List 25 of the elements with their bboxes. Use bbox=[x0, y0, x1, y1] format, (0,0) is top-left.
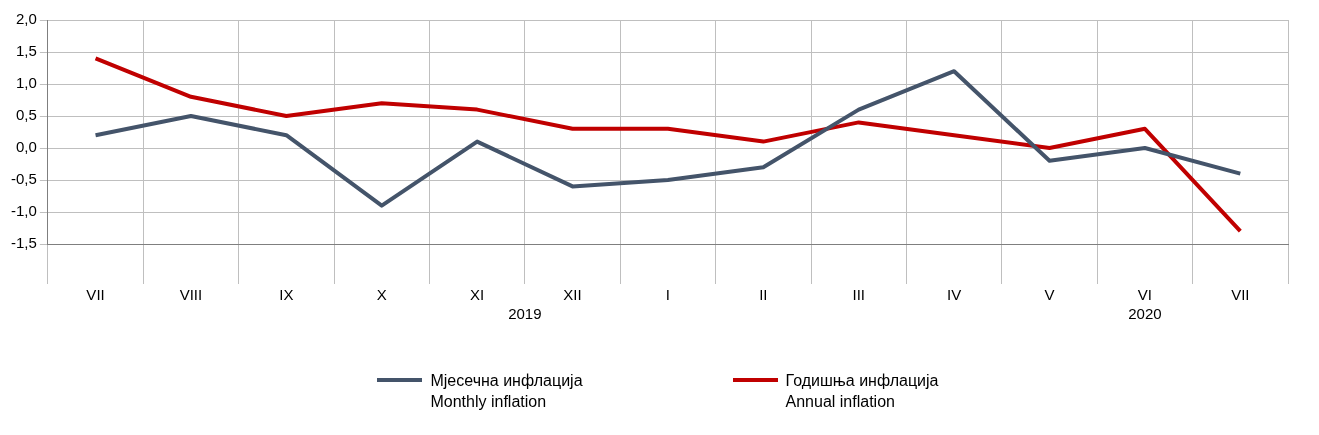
x-tick-label: III bbox=[852, 286, 865, 304]
x-tick-label: VII bbox=[86, 286, 105, 304]
legend-label: Мјесечна инфлација Monthly inflation bbox=[430, 371, 583, 412]
x-tick-label: XI bbox=[470, 286, 485, 304]
y-tick-label: 0,0 bbox=[15, 138, 37, 156]
y-tick-label: 1,5 bbox=[15, 42, 37, 60]
y-tick-label: 1,0 bbox=[15, 74, 37, 92]
legend-label: Годишња инфлација Annual inflation bbox=[785, 371, 939, 412]
y-tick-label: -1,0 bbox=[10, 202, 37, 220]
x-tick-label: II bbox=[759, 286, 768, 304]
y-tick-label: -1,5 bbox=[10, 234, 37, 252]
x-tick-label: I bbox=[665, 286, 671, 304]
x-tick-label: VII bbox=[1231, 286, 1250, 304]
x-tick-label: VIII bbox=[179, 286, 203, 304]
x-tick-label: X bbox=[376, 286, 387, 304]
x-tick-label: V bbox=[1044, 286, 1055, 304]
x-tick-label: IV bbox=[947, 286, 962, 304]
y-tick-label: 0,5 bbox=[15, 106, 37, 124]
y-tick-label: -0,5 bbox=[10, 170, 37, 188]
text: 2020 bbox=[1128, 305, 1162, 322]
text: 2019 bbox=[508, 305, 542, 322]
x-tick-label: VI bbox=[1137, 286, 1152, 304]
x-tick-label: XII bbox=[563, 286, 582, 304]
x-tick-label: IX bbox=[279, 286, 294, 304]
y-tick-label: 2,0 bbox=[15, 10, 37, 28]
